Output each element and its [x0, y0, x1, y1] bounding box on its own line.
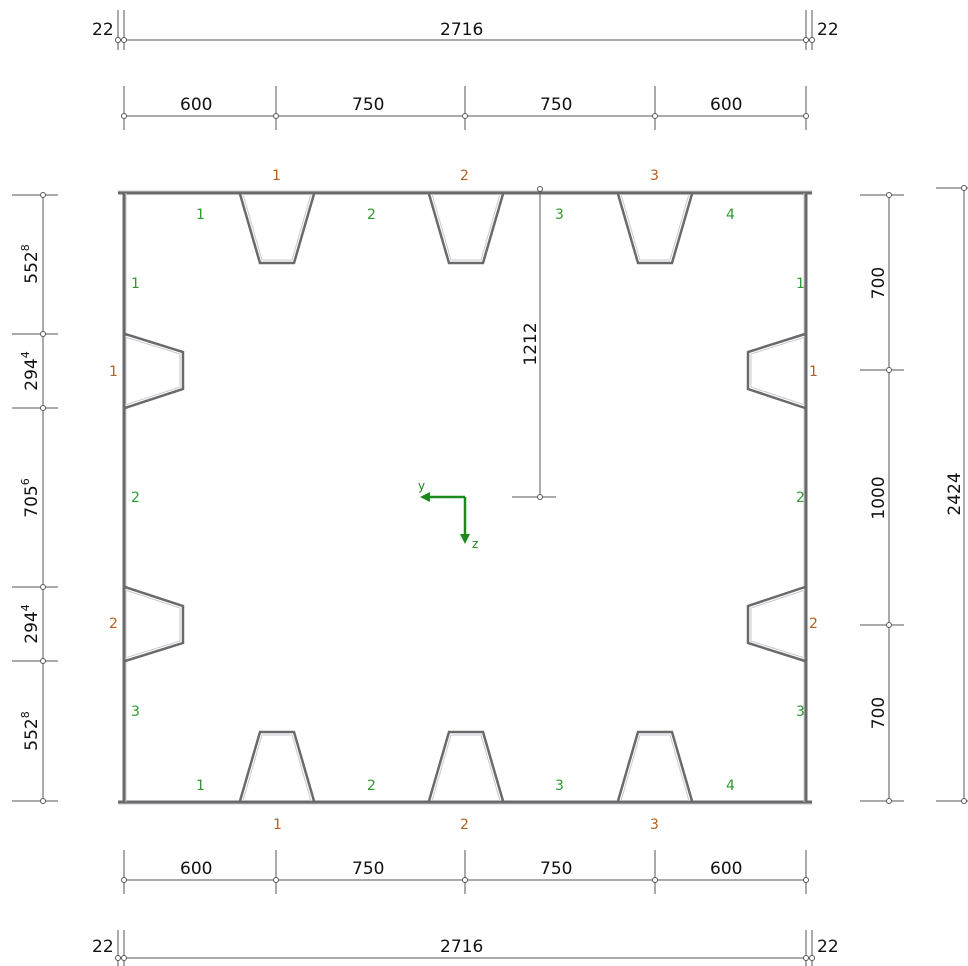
- bottom-flange-stiffeners: [238, 730, 694, 802]
- left-segment-label: 705: [22, 485, 42, 517]
- panel-label-top: 3: [555, 207, 564, 223]
- top-segment-label: 750: [352, 95, 384, 115]
- svg-text:5528: 5528: [19, 244, 42, 283]
- left-web-stiffeners: [124, 332, 185, 663]
- bottom-segment-label: 600: [710, 859, 742, 879]
- top-segment-dimensions: 600 750 750 600: [121, 86, 809, 130]
- panel-label-bottom: 4: [726, 778, 735, 794]
- panel-label-top: 2: [367, 207, 376, 223]
- top-segment-label: 600: [710, 95, 742, 115]
- stiffener-label-left: 2: [109, 616, 118, 632]
- right-web-stiffeners: [746, 332, 806, 663]
- bottom-right-offset-label: 22: [817, 937, 839, 957]
- panel-label-top: 1: [196, 207, 205, 223]
- left-segment-label: 294: [22, 611, 42, 643]
- stiffener-label-bottom: 2: [460, 817, 469, 833]
- y-axis-label: y: [418, 479, 425, 493]
- svg-text:2944: 2944: [19, 351, 42, 390]
- bottom-total-label: 2716: [440, 937, 483, 957]
- svg-text:5528: 5528: [19, 711, 42, 750]
- left-segment-label: 552: [22, 718, 42, 750]
- left-segment-label: 552: [22, 251, 42, 283]
- stiffener-labels: 1 2 3 1 2 3 1 2 1 2: [109, 168, 818, 833]
- stiffener-label-bottom: 1: [273, 817, 282, 833]
- left-vertical-dimensions: 5528 2944 7056 2944 5528: [12, 192, 58, 804]
- top-left-offset-label: 22: [92, 20, 114, 40]
- stiffener-label-right: 2: [809, 616, 818, 632]
- panel-label-top: 4: [726, 207, 735, 223]
- bottom-overall-dimension: 22 2716 22: [92, 930, 839, 966]
- panel-label-bottom: 1: [196, 778, 205, 794]
- left-segment-sup: 4: [19, 604, 32, 611]
- bottom-left-offset-label: 22: [92, 937, 114, 957]
- stiffener-label-top: 3: [650, 168, 659, 184]
- right-overall-label: 2424: [945, 472, 965, 515]
- panel-label-bottom: 2: [367, 778, 376, 794]
- panel-label-left: 1: [131, 276, 140, 292]
- left-segment-sup: 8: [19, 244, 32, 251]
- right-segment-label: 1000: [869, 476, 889, 519]
- centroid-dimension: 1212: [512, 186, 556, 500]
- bottom-segment-label: 600: [180, 859, 212, 879]
- left-segment-sup: 8: [19, 711, 32, 718]
- top-total-label: 2716: [440, 20, 483, 40]
- svg-text:2944: 2944: [19, 604, 42, 643]
- panel-label-bottom: 3: [555, 778, 564, 794]
- right-vertical-dimensions: 700 1000 700 2424: [860, 185, 968, 804]
- stiffener-label-bottom: 3: [650, 817, 659, 833]
- left-segment-sup: 4: [19, 351, 32, 358]
- svg-text:7056: 7056: [19, 478, 42, 517]
- top-right-offset-label: 22: [817, 20, 839, 40]
- left-segment-sup: 6: [19, 478, 32, 485]
- panel-label-right: 3: [796, 704, 805, 720]
- panel-label-left: 3: [131, 704, 140, 720]
- right-segment-label: 700: [869, 697, 889, 729]
- right-segment-label: 700: [869, 267, 889, 299]
- box-section: [118, 190, 812, 805]
- stiffener-label-top: 1: [272, 168, 281, 184]
- coordinate-axes: y z: [418, 479, 478, 551]
- stiffener-label-right: 1: [809, 364, 818, 380]
- stiffener-label-top: 2: [460, 168, 469, 184]
- panel-labels: 1 2 3 4 1 2 3 4 1 2 3 1 2 3: [131, 207, 805, 794]
- left-segment-label: 294: [22, 358, 42, 390]
- top-segment-label: 750: [540, 95, 572, 115]
- stiffener-label-left: 1: [109, 364, 118, 380]
- top-segment-label: 600: [180, 95, 212, 115]
- panel-label-right: 1: [796, 276, 805, 292]
- panel-label-right: 2: [796, 490, 805, 506]
- panel-label-left: 2: [131, 490, 140, 506]
- bottom-segment-dimensions: 600 750 750 600: [121, 850, 809, 894]
- bottom-segment-label: 750: [352, 859, 384, 879]
- top-flange-stiffeners: [238, 193, 694, 265]
- centroid-offset-label: 1212: [521, 322, 541, 365]
- z-axis-label: z: [472, 537, 478, 551]
- top-overall-dimension: 22 2716 22: [92, 10, 839, 50]
- bottom-segment-label: 750: [540, 859, 572, 879]
